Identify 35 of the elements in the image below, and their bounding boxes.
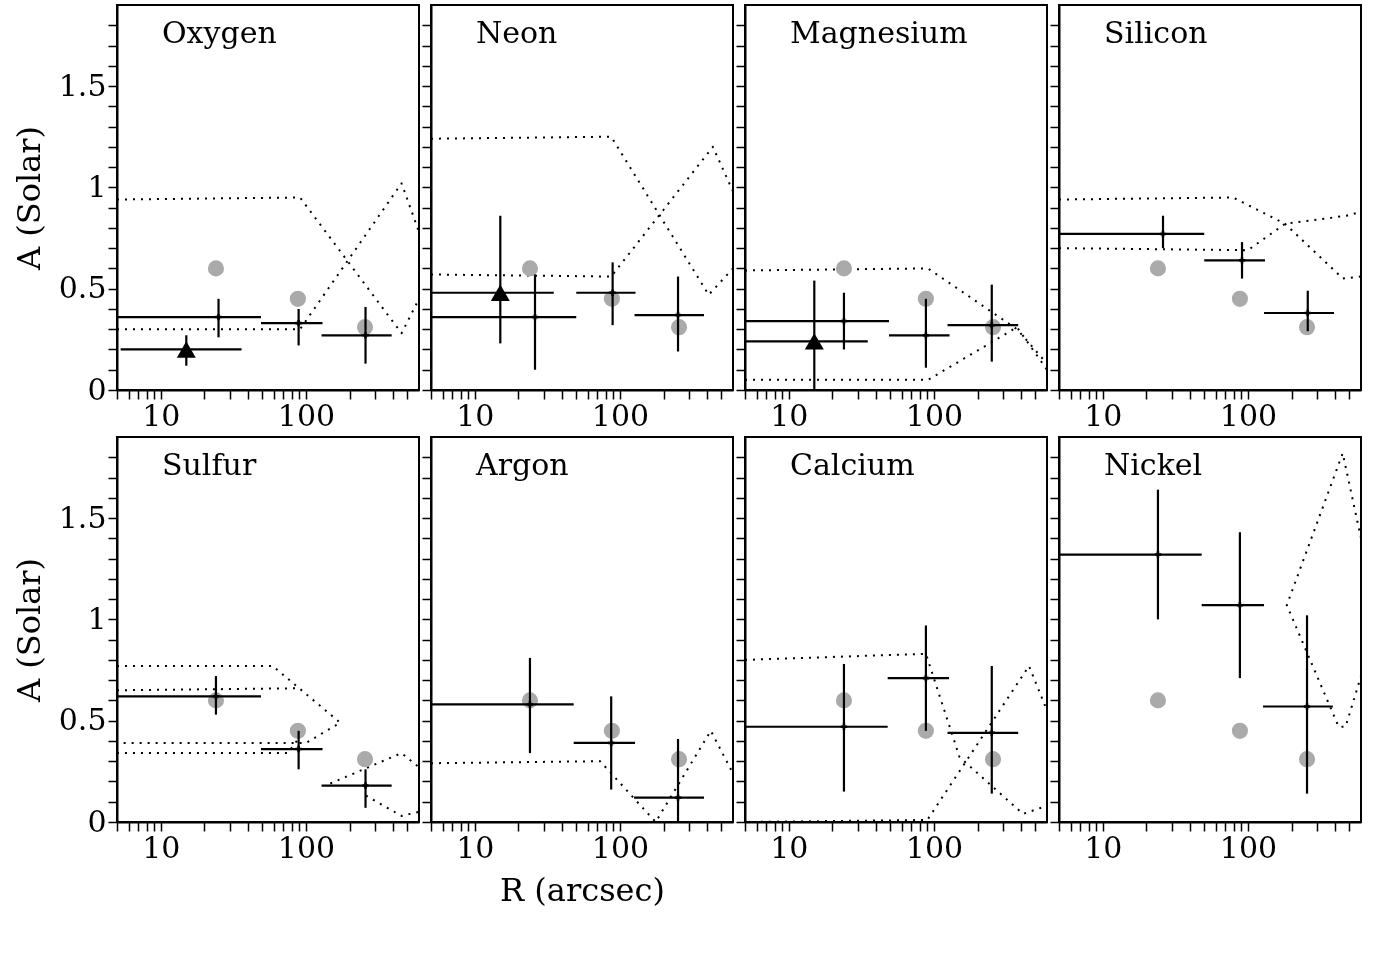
x-tick-label: 10 xyxy=(456,829,495,865)
chart-title: Oxygen xyxy=(162,15,277,50)
y-tick-label: 0.5 xyxy=(58,702,107,738)
x-tick-label: 100 xyxy=(1219,397,1278,433)
y-tick-label: 0 xyxy=(87,371,107,407)
chart-title: Neon xyxy=(476,15,558,50)
x-tick-label: 100 xyxy=(591,829,650,865)
y-tick-label: 1 xyxy=(87,600,107,636)
x-tick-label: 100 xyxy=(591,397,650,433)
y-tick-label: 1 xyxy=(87,168,107,204)
x-tick-label: 100 xyxy=(277,829,336,865)
y-axis-title: A (Solar) xyxy=(9,125,48,272)
x-tick-label: 10 xyxy=(770,397,809,433)
y-tick-label: 1.5 xyxy=(58,67,107,103)
y-tick-label: 0.5 xyxy=(58,270,107,306)
y-tick-label: 1.5 xyxy=(58,499,107,535)
x-tick-label: 100 xyxy=(905,397,964,433)
y-axis-title: A (Solar) xyxy=(9,557,48,704)
chart-title: Calcium xyxy=(790,447,915,482)
x-tick-label: 10 xyxy=(456,397,495,433)
x-tick-label: 100 xyxy=(277,397,336,433)
y-tick-label: 0 xyxy=(87,803,107,839)
chart-title: Sulfur xyxy=(162,447,257,482)
x-tick-label: 100 xyxy=(905,829,964,865)
x-tick-label: 10 xyxy=(142,397,181,433)
chart-title: Argon xyxy=(475,447,569,482)
chart-title: Nickel xyxy=(1104,447,1203,482)
chart-title: Silicon xyxy=(1104,15,1208,50)
x-tick-label: 10 xyxy=(770,829,809,865)
x-tick-label: 10 xyxy=(1084,829,1123,865)
x-tick-label: 10 xyxy=(142,829,181,865)
x-tick-label: 100 xyxy=(1219,829,1278,865)
x-tick-label: 10 xyxy=(1084,397,1123,433)
chart-title: Magnesium xyxy=(790,15,968,50)
x-axis-title: R (arcsec) xyxy=(500,870,665,909)
